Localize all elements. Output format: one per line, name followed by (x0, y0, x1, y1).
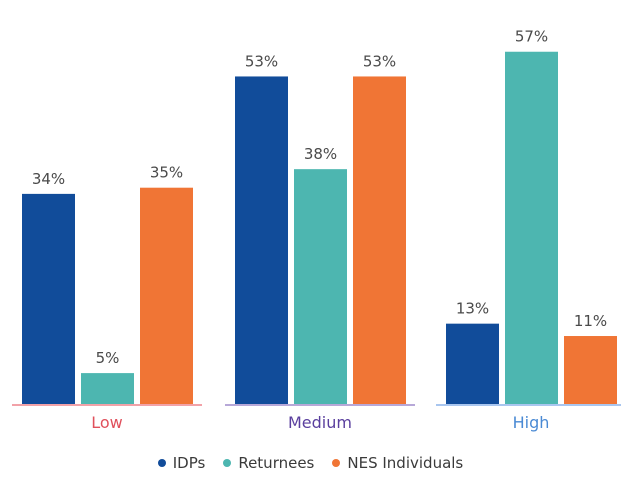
data-label: 53% (363, 52, 396, 70)
category-label: Low (91, 413, 123, 432)
data-label: 11% (574, 312, 607, 330)
data-label: 53% (245, 52, 278, 70)
legend-dot-icon (223, 459, 232, 467)
bar-medium-idps (235, 76, 288, 405)
legend-label: NES Individuals (347, 454, 464, 472)
bar-medium-returnees (294, 169, 347, 404)
category-group-medium: 53% 38% 53% Medium (225, 52, 415, 432)
bar-high-returnees (505, 51, 558, 405)
data-label: 34% (32, 170, 65, 188)
legend-dot-icon (157, 459, 166, 467)
bar-low-returnees (81, 373, 134, 404)
data-label: 5% (96, 349, 120, 367)
legend-item: Returnees (223, 454, 314, 472)
category-underline (436, 404, 621, 406)
category-underline (12, 404, 202, 406)
legend-label: IDPs (172, 454, 206, 472)
category-label: Medium (288, 413, 352, 432)
data-label: 13% (456, 300, 489, 318)
data-label: 57% (515, 28, 548, 46)
category-label: High (513, 413, 550, 432)
legend-label: Returnees (238, 454, 315, 472)
data-label: 38% (304, 145, 337, 163)
category-group-high: 13% 57% 11% High (436, 28, 621, 432)
category-group-low: 34% 5% 35% Low (12, 164, 202, 432)
legend-dot-icon (332, 459, 341, 467)
legend-item: IDPs (157, 454, 206, 472)
bar-high-idps (446, 323, 499, 404)
bar-low-idps (22, 193, 75, 404)
category-underline (225, 404, 415, 406)
bar-medium-nes-individuals (353, 76, 406, 405)
chart-legend: IDPs Returnees NES Individuals (0, 454, 621, 472)
bar-high-nes-individuals (564, 336, 617, 404)
data-label: 35% (150, 164, 183, 182)
legend-item: NES Individuals (332, 454, 463, 472)
bar-low-nes-individuals (140, 187, 193, 404)
